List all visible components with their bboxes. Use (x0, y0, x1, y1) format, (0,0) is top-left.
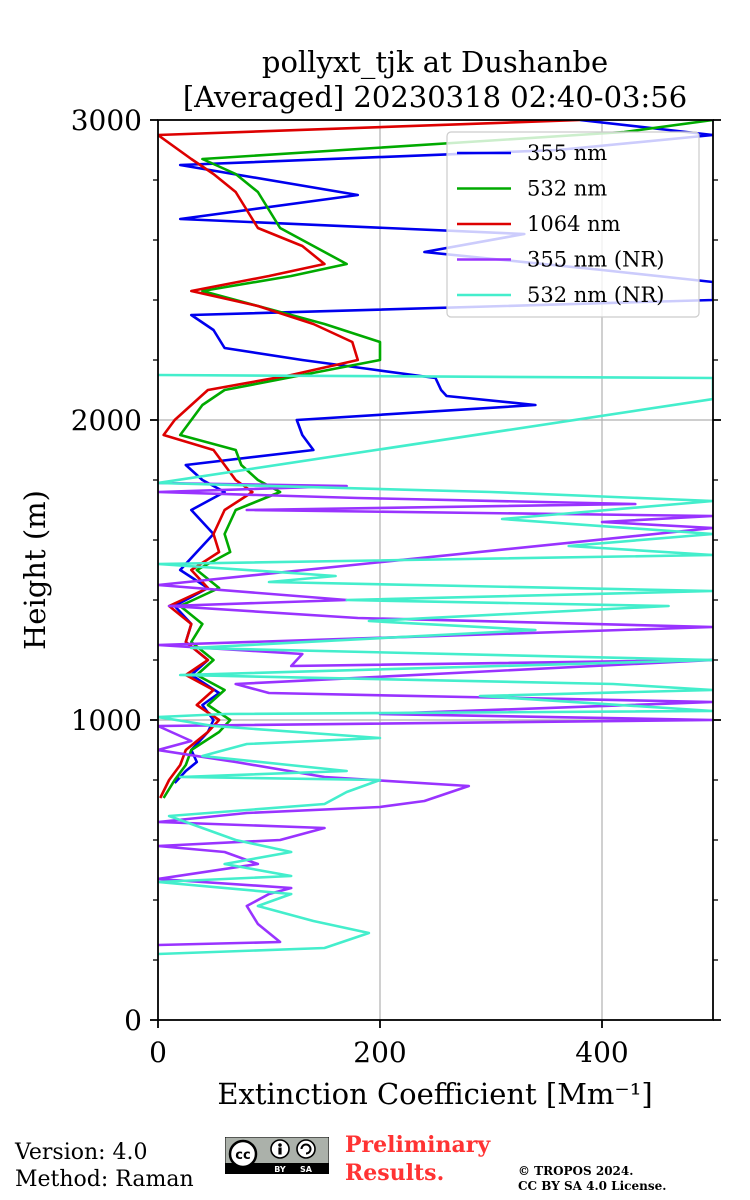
x-tick-label-1: 200 (353, 1036, 406, 1069)
chart-title-line-2: [Averaged] 20230318 02:40-03:56 (183, 80, 687, 114)
series-line-4 (158, 373, 713, 956)
legend-label-0: 355 nm (527, 141, 607, 165)
preliminary-line-1: Preliminary (345, 1132, 491, 1158)
copyright-line-1: © TROPOS 2024. (518, 1164, 634, 1178)
series-line-2 (158, 120, 580, 799)
y-tick-label-0: 0 (124, 1004, 142, 1037)
y-axis-label: Height (m) (18, 490, 52, 650)
series-line-1 (162, 120, 713, 799)
legend-label-4: 532 nm (NR) (527, 283, 664, 307)
legend-box (446, 131, 700, 318)
sa-label: SA (300, 1165, 313, 1174)
cc-label: cc (235, 1148, 250, 1163)
method-text: Method: Raman (15, 1167, 194, 1192)
preliminary-line-2: Results. (345, 1160, 445, 1186)
copyright-line-2: CC BY SA 4.0 License. (518, 1179, 667, 1193)
copyright-notice: © TROPOS 2024. CC BY SA 4.0 License. (518, 1164, 666, 1194)
series-group (158, 120, 713, 956)
by-label: BY (274, 1165, 286, 1174)
y-tick-label-3: 3000 (71, 104, 142, 137)
version-info: Version: 4.0 Method: Raman (15, 1139, 194, 1193)
chart-legend: 355 nm 532 nm 1064 nm 355 nm (NR) 532 nm (NR… (446, 131, 700, 318)
legend-label-3: 355 nm (NR) (527, 248, 664, 272)
axis-ticks: 0 200 400 0 1000 2000 3000 (71, 104, 721, 1069)
preliminary-notice: Preliminary Results. (345, 1131, 490, 1187)
y-tick-label-1: 1000 (71, 704, 142, 737)
x-axis-label: Extinction Coefficient [Mm⁻¹] (217, 1077, 652, 1111)
legend-label-2: 1064 nm (527, 212, 621, 236)
legend-label-1: 532 nm (527, 177, 607, 201)
plot-frame (157, 119, 714, 1021)
chart-title-line-1: pollyxt_tjk at Dushanbe (262, 45, 608, 80)
cc-by-sa-icon: cc BY SA (225, 1137, 329, 1174)
x-tick-label-2: 400 (575, 1036, 628, 1069)
version-text: Version: 4.0 (15, 1140, 148, 1165)
y-tick-label-2: 2000 (71, 404, 142, 437)
x-tick-label-0: 0 (149, 1036, 167, 1069)
